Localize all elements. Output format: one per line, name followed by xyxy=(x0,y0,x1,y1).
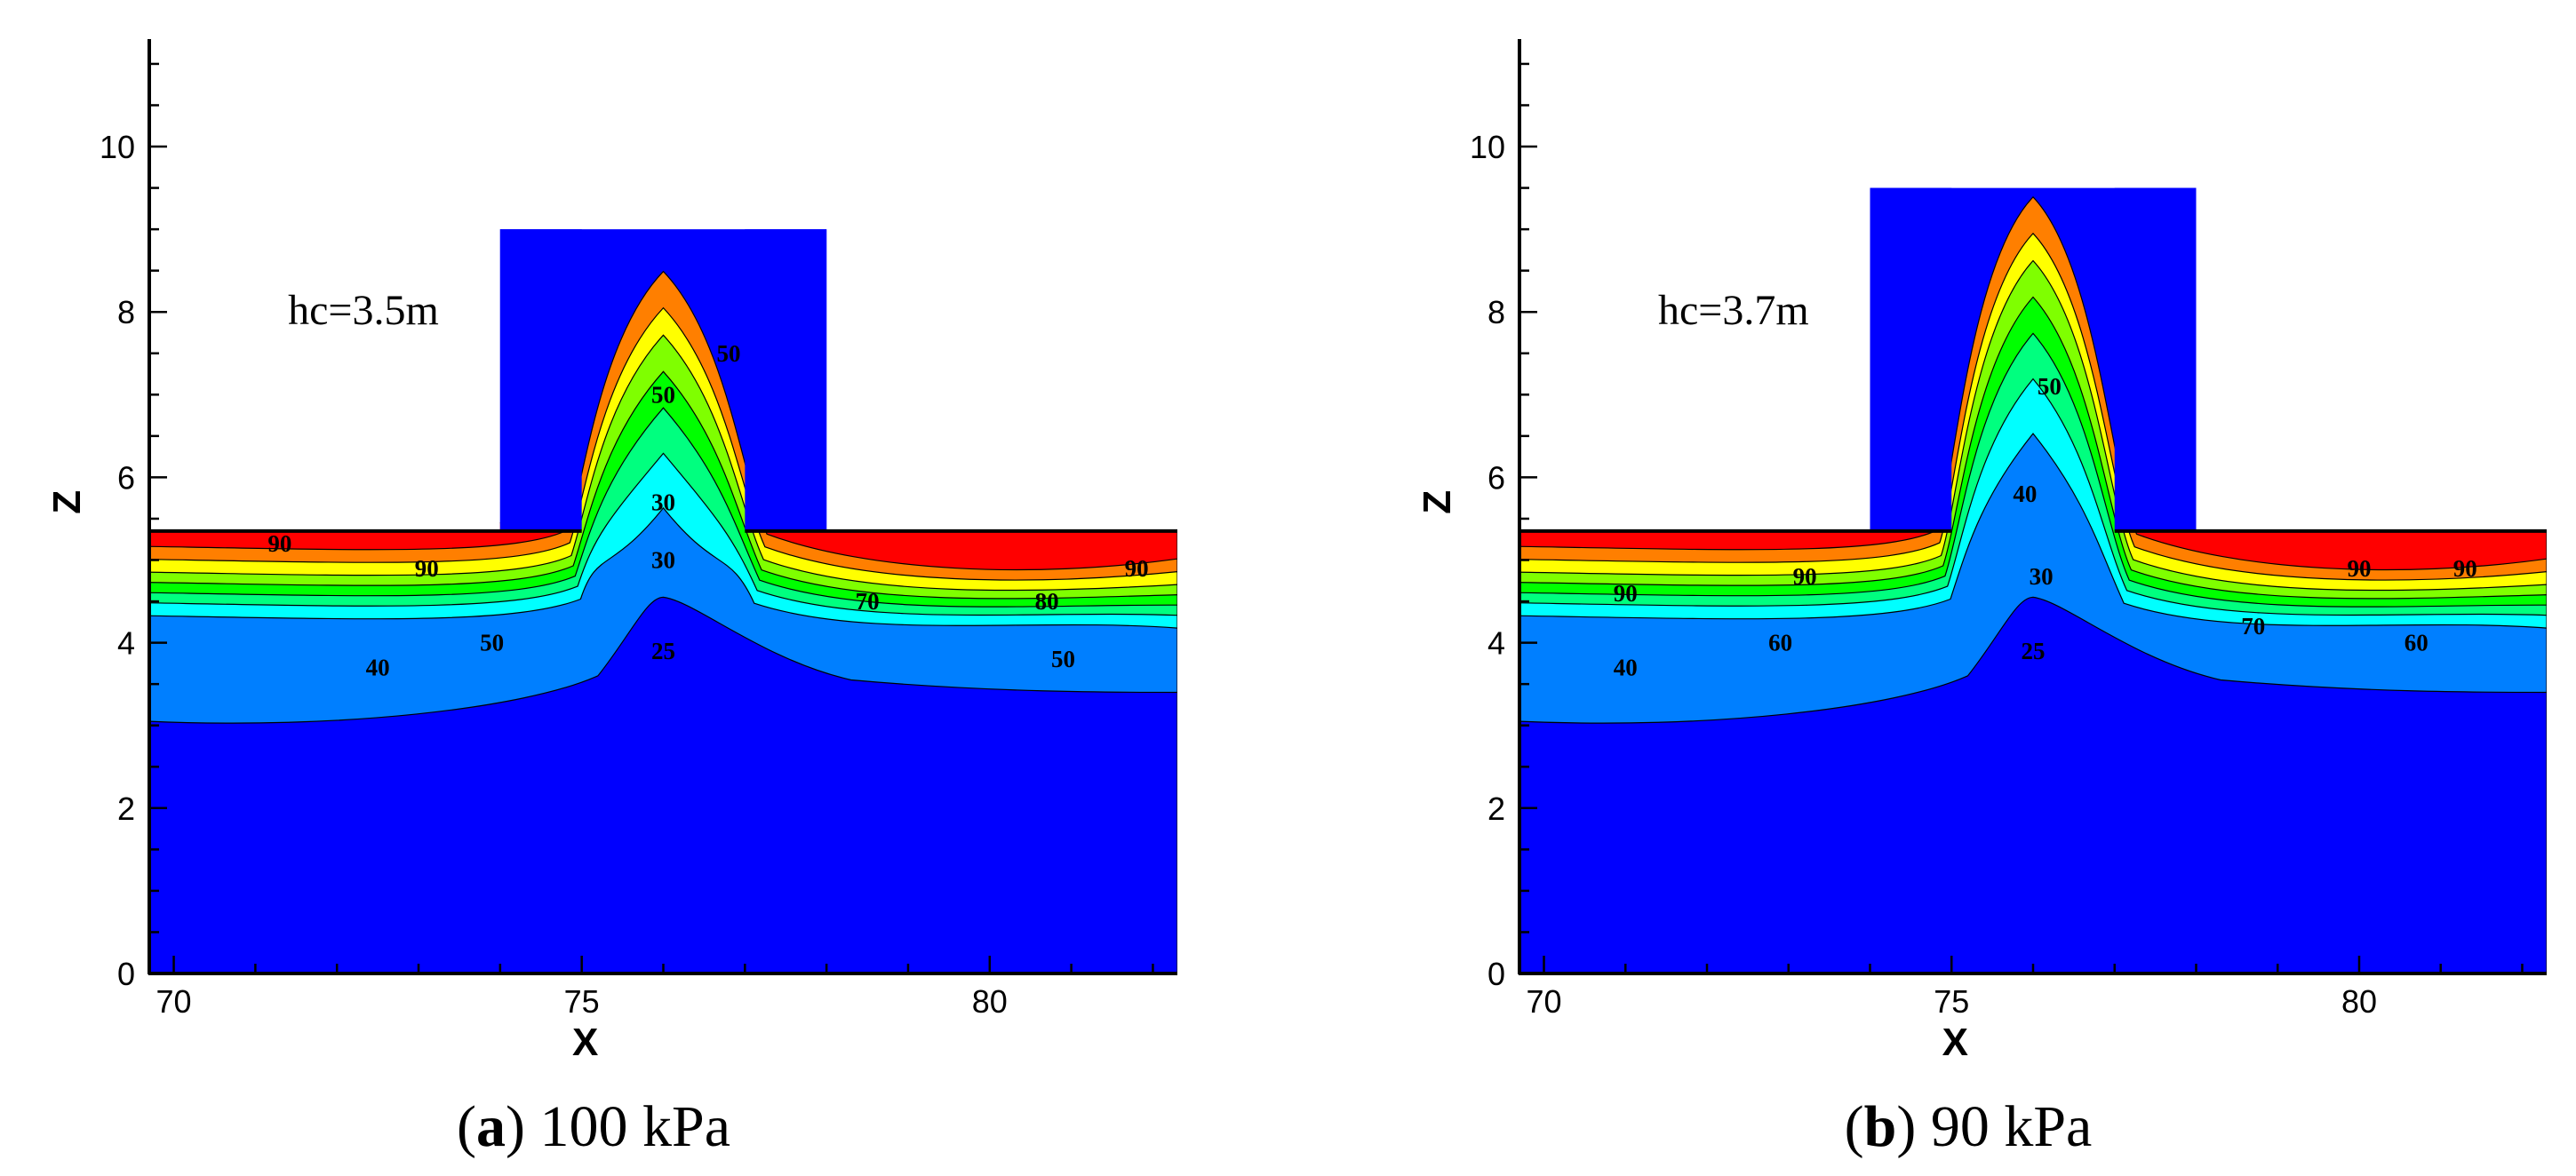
contour-label: 90 xyxy=(2453,555,2477,582)
stack-wall-right xyxy=(2114,187,2197,531)
contour-label: 30 xyxy=(2030,563,2054,590)
stack-wall-left xyxy=(499,229,582,531)
caption-open-paren: ( xyxy=(1845,1094,1864,1159)
x-axis-label: X xyxy=(1942,1021,1968,1064)
y-axis-label: Z xyxy=(45,490,89,514)
x-tick-label: 75 xyxy=(1934,983,1969,1020)
panel-b-contour-plot: 0 2 4 6 8 10 70 75 80 X Zhc=3.7m 90 90 60 40 25 30 40 50 70… xyxy=(1416,39,2547,1159)
contour-label: 25 xyxy=(2022,638,2046,664)
contour-label: 25 xyxy=(651,638,675,664)
contour-label: 50 xyxy=(716,340,740,367)
contour-label: 90 xyxy=(1614,580,1638,607)
panel-a-contour-plot: 0 2 4 6 8 10 70 75 80 X Zhc=3.5m 90 90 50 40 25 30 30 50 50… xyxy=(45,39,1177,1159)
contour-label: 50 xyxy=(1051,646,1075,672)
height-annotation: hc=3.5m xyxy=(288,287,439,334)
caption-letter: a xyxy=(476,1094,506,1159)
y-tick-label: 8 xyxy=(1487,294,1505,330)
y-tick-label: 10 xyxy=(100,129,135,165)
x-tick-label: 75 xyxy=(564,983,600,1020)
y-tick-label: 6 xyxy=(1487,459,1505,496)
contour-label: 90 xyxy=(267,530,291,557)
x-tick-label: 80 xyxy=(2341,983,2377,1020)
contour-label: 60 xyxy=(2405,630,2428,656)
y-tick-label: 2 xyxy=(1487,791,1505,827)
contour-label: 90 xyxy=(1125,555,1149,582)
y-tick-label: 4 xyxy=(1487,625,1505,662)
contour-label: 50 xyxy=(480,630,504,656)
y-axis-label: Z xyxy=(1416,490,1459,514)
caption-pressure: 100 kPa xyxy=(525,1094,730,1159)
contour-labels: 90 90 60 40 25 30 40 50 70 90 90 60 xyxy=(1614,373,2477,681)
contour-label: 50 xyxy=(2038,373,2062,400)
contour-label: 80 xyxy=(1035,588,1059,615)
contour-labels: 90 90 50 40 25 30 30 50 50 70 80 90 50 xyxy=(267,340,1148,681)
x-tick-label: 80 xyxy=(972,983,1008,1020)
y-tick-label: 4 xyxy=(117,625,135,662)
contour-label: 40 xyxy=(366,655,390,681)
axes: 0 2 4 6 8 10 70 75 80 X Z xyxy=(45,39,1177,1064)
caption-close-paren: ) xyxy=(1896,1094,1916,1159)
x-tick-label: 70 xyxy=(1527,983,1562,1020)
contour-label: 30 xyxy=(651,547,675,574)
contour-field xyxy=(149,229,1177,974)
contour-band-25-core xyxy=(149,596,1177,974)
y-tick-label: 10 xyxy=(1470,129,1505,165)
stack-wall-right xyxy=(745,229,827,531)
caption-open-paren: ( xyxy=(457,1094,476,1159)
y-tick-label: 0 xyxy=(117,956,135,992)
caption-letter: b xyxy=(1864,1094,1897,1159)
caption-close-paren: ) xyxy=(506,1094,525,1159)
contour-band-25-core xyxy=(1519,596,2547,974)
x-tick-label: 70 xyxy=(156,983,192,1020)
panel-caption: (a) 100 kPa xyxy=(457,1094,730,1159)
contour-label: 50 xyxy=(651,381,675,408)
stack-wall-left xyxy=(1870,187,1952,531)
contour-label: 30 xyxy=(651,489,675,515)
axes: 0 2 4 6 8 10 70 75 80 X Z xyxy=(1416,39,2547,1064)
contour-label: 40 xyxy=(2013,481,2037,507)
contour-label: 90 xyxy=(1793,563,1817,590)
x-axis-label: X xyxy=(572,1021,598,1064)
y-tick-label: 6 xyxy=(117,459,135,496)
contour-label: 90 xyxy=(415,555,439,582)
contour-label: 60 xyxy=(1768,630,1792,656)
contour-label: 90 xyxy=(2347,555,2371,582)
y-tick-label: 8 xyxy=(117,294,135,330)
height-annotation: hc=3.7m xyxy=(1658,287,1809,334)
panel-caption: (b) 90 kPa xyxy=(1845,1094,2093,1159)
caption-pressure: 90 kPa xyxy=(1916,1094,2092,1159)
y-tick-label: 0 xyxy=(1487,956,1505,992)
contour-label: 70 xyxy=(856,588,880,615)
y-tick-label: 2 xyxy=(117,791,135,827)
contour-label: 70 xyxy=(2241,613,2265,640)
contour-label: 40 xyxy=(1614,655,1638,681)
